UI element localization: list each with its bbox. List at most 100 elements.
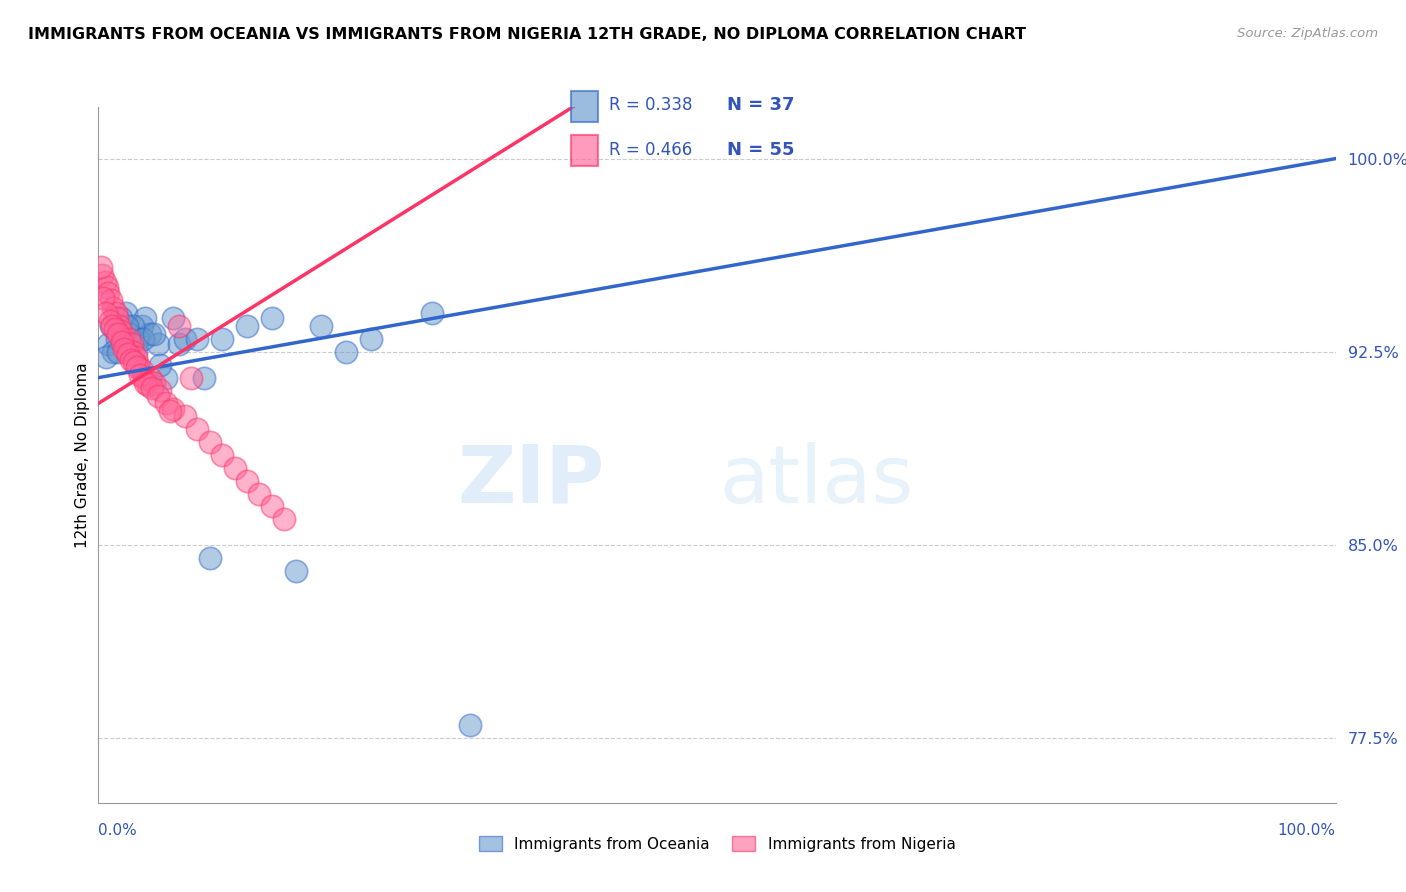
Point xyxy=(117,347,139,361)
Point xyxy=(90,260,112,274)
Point xyxy=(143,326,166,341)
Point xyxy=(236,474,259,488)
Point xyxy=(131,363,153,377)
Text: N = 55: N = 55 xyxy=(727,141,794,159)
Point xyxy=(98,314,121,328)
Point xyxy=(121,337,143,351)
Point xyxy=(134,311,156,326)
Point xyxy=(167,337,190,351)
Point xyxy=(103,344,125,359)
Point xyxy=(91,268,114,282)
Point xyxy=(155,396,177,410)
Point xyxy=(124,344,146,359)
Point xyxy=(149,384,172,398)
Point xyxy=(96,280,118,294)
Point xyxy=(139,326,162,341)
Point xyxy=(112,332,135,346)
Bar xyxy=(571,91,598,122)
Text: Source: ZipAtlas.com: Source: ZipAtlas.com xyxy=(1237,27,1378,40)
Point xyxy=(260,500,283,514)
Point xyxy=(180,370,202,384)
Text: IMMIGRANTS FROM OCEANIA VS IMMIGRANTS FROM NIGERIA 12TH GRADE, NO DIPLOMA CORREL: IMMIGRANTS FROM OCEANIA VS IMMIGRANTS FR… xyxy=(28,27,1026,42)
Point xyxy=(107,326,129,341)
Point xyxy=(155,370,177,384)
Point xyxy=(127,332,149,346)
Point xyxy=(186,422,208,436)
Point xyxy=(115,319,138,334)
Text: 100.0%: 100.0% xyxy=(1278,823,1336,838)
Point xyxy=(309,319,332,334)
Point xyxy=(120,352,142,367)
Point xyxy=(93,291,115,305)
Point xyxy=(94,350,117,364)
Point xyxy=(101,319,124,334)
Point xyxy=(198,551,221,566)
Point xyxy=(127,358,149,372)
Point xyxy=(112,326,135,341)
Point xyxy=(104,306,127,320)
Point xyxy=(146,337,169,351)
Text: R = 0.466: R = 0.466 xyxy=(609,141,692,159)
Point xyxy=(146,389,169,403)
Point xyxy=(125,360,148,375)
Point xyxy=(97,337,120,351)
Point xyxy=(93,275,115,289)
Point xyxy=(132,332,155,346)
Point xyxy=(122,319,145,334)
Point xyxy=(458,718,481,732)
Point xyxy=(167,319,190,334)
Point xyxy=(162,311,184,326)
Text: R = 0.338: R = 0.338 xyxy=(609,96,693,114)
Point xyxy=(118,332,141,346)
Text: N = 37: N = 37 xyxy=(727,96,794,114)
Point xyxy=(136,378,159,392)
Point xyxy=(94,306,117,320)
Point xyxy=(107,344,129,359)
Point xyxy=(224,460,246,475)
Point xyxy=(103,301,125,315)
Point xyxy=(110,311,132,326)
Point xyxy=(129,368,152,382)
Point xyxy=(139,370,162,384)
Point xyxy=(211,448,233,462)
Point xyxy=(97,285,120,300)
Bar xyxy=(571,135,598,166)
Legend: Immigrants from Oceania, Immigrants from Nigeria: Immigrants from Oceania, Immigrants from… xyxy=(472,830,962,858)
Point xyxy=(174,409,197,424)
Point xyxy=(360,332,382,346)
Point xyxy=(105,332,128,346)
Point xyxy=(159,404,181,418)
Point xyxy=(114,306,136,320)
Point xyxy=(115,344,138,359)
Point xyxy=(193,370,215,384)
Point xyxy=(118,326,141,341)
Point xyxy=(162,401,184,416)
Point xyxy=(198,435,221,450)
Point xyxy=(108,319,131,334)
Point xyxy=(100,319,122,334)
Text: ZIP: ZIP xyxy=(458,442,605,520)
Point xyxy=(111,334,134,349)
Point xyxy=(211,332,233,346)
Point xyxy=(141,381,163,395)
Text: atlas: atlas xyxy=(718,442,914,520)
Point xyxy=(285,564,308,578)
Text: 0.0%: 0.0% xyxy=(98,823,138,838)
Point xyxy=(273,512,295,526)
Point xyxy=(105,311,128,326)
Point xyxy=(247,486,270,500)
Point xyxy=(134,376,156,390)
Point xyxy=(124,350,146,364)
Point xyxy=(131,319,153,334)
Point xyxy=(143,376,166,390)
Point xyxy=(124,355,146,369)
Point xyxy=(114,337,136,351)
Point xyxy=(186,332,208,346)
Point xyxy=(122,344,145,359)
Point xyxy=(110,324,132,338)
Point xyxy=(260,311,283,326)
Y-axis label: 12th Grade, No Diploma: 12th Grade, No Diploma xyxy=(75,362,90,548)
Point xyxy=(103,321,125,335)
Point xyxy=(422,306,444,320)
Point xyxy=(174,332,197,346)
